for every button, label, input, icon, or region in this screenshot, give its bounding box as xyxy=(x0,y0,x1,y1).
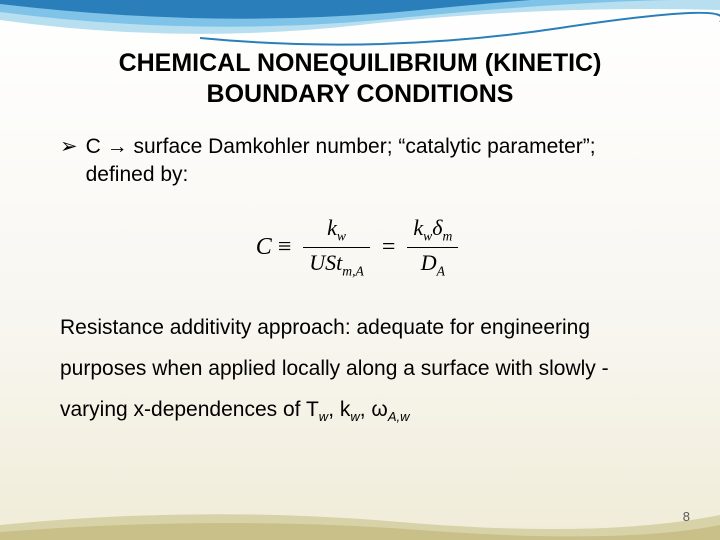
eq-frac-1: kw UStm,A xyxy=(303,215,370,280)
equation: C ≡ kw UStm,A = kwδm DA xyxy=(256,215,465,280)
eq-equiv: ≡ xyxy=(278,234,292,261)
decorative-wave-bottom xyxy=(0,480,720,540)
title-line-2: BOUNDARY CONDITIONS xyxy=(207,80,514,108)
body-paragraph: Resistance additivity approach: adequate… xyxy=(60,308,660,431)
bullet-marker: ➢ xyxy=(60,133,78,160)
slide-content: CHEMICAL NONEQUILIBRIUM (KINETIC) BOUNDA… xyxy=(0,0,720,461)
bullet-item: ➢ C → surface Damkohler number; “catalyt… xyxy=(60,133,660,190)
title-line-1: CHEMICAL NONEQUILIBRIUM (KINETIC) xyxy=(119,49,602,77)
bullet-text: C → surface Damkohler number; “catalytic… xyxy=(86,133,660,190)
equation-block: C ≡ kw UStm,A = kwδm DA xyxy=(60,215,660,280)
slide-title: CHEMICAL NONEQUILIBRIUM (KINETIC) BOUNDA… xyxy=(60,48,660,111)
eq-frac-2: kwδm DA xyxy=(407,215,458,280)
page-number: 8 xyxy=(683,509,690,524)
eq-lhs: C xyxy=(256,234,272,261)
eq-equals: = xyxy=(382,234,396,261)
